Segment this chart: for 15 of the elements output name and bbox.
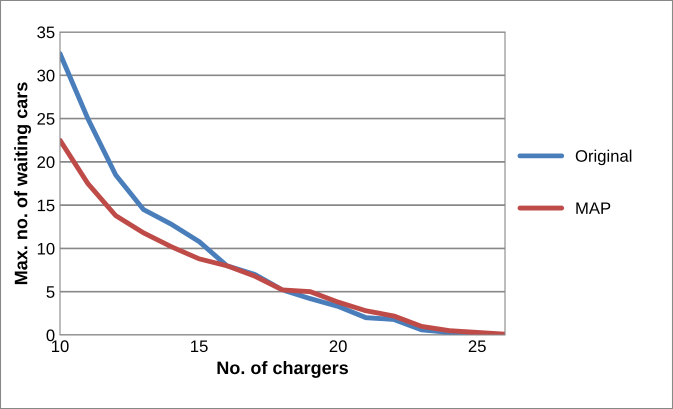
y-tick-label: 35	[37, 26, 54, 38]
y-tick-label: 20	[37, 156, 54, 168]
y-tick-label: 25	[37, 112, 54, 125]
x-axis-title: No. of chargers	[217, 360, 348, 378]
y-tick-label: 10	[38, 242, 54, 255]
x-tick-label: 20	[330, 340, 347, 352]
y-tick-label: 5	[46, 286, 54, 298]
x-tick-label: 25	[468, 340, 486, 352]
y-axis-title: Max. no. of waiting cars	[14, 82, 32, 284]
legend-label: MAP	[576, 202, 610, 214]
y-tick-label: 30	[37, 70, 54, 82]
y-tick-label: 15	[38, 200, 54, 212]
y-tick-label: 0	[46, 329, 54, 342]
x-tick-label: 15	[191, 340, 208, 352]
legend-label: Original	[576, 150, 632, 166]
